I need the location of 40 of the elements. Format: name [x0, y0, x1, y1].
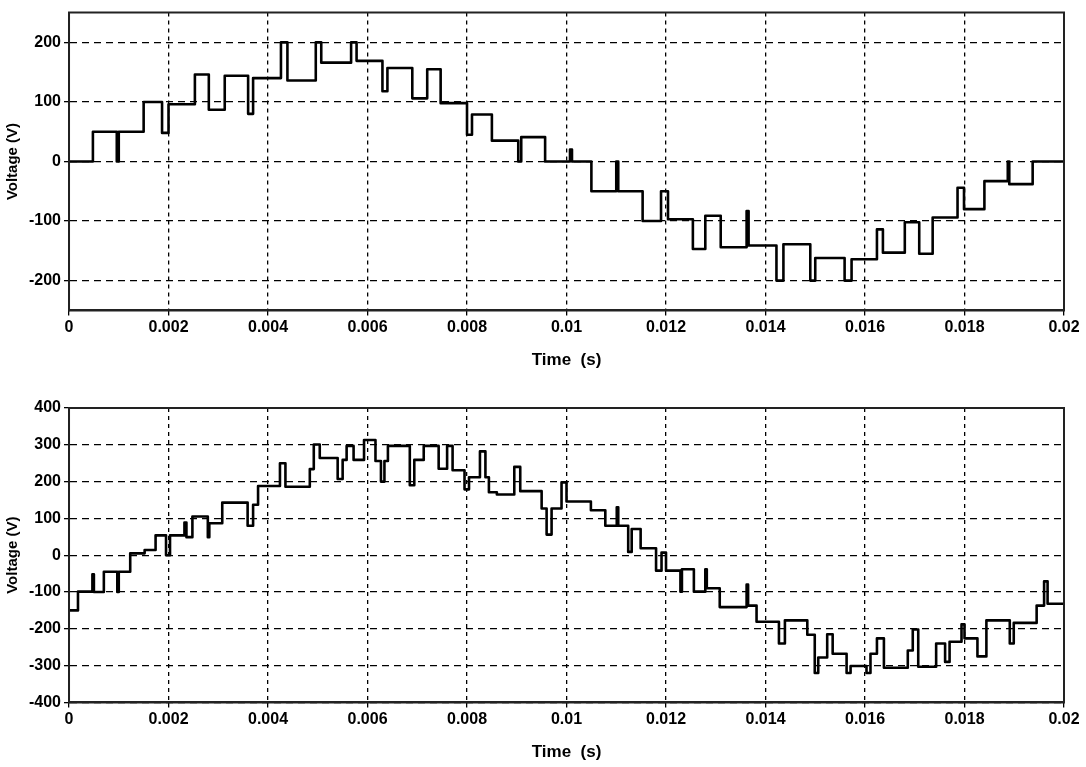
y-tick-label: -100	[28, 211, 62, 229]
y-tick-label: 100	[34, 508, 62, 526]
x-tick-label: 0	[64, 710, 74, 728]
x-tick-label: 0.02	[1048, 318, 1080, 336]
y-tick-label: 400	[34, 398, 62, 416]
x-tick-label: 0.016	[844, 710, 886, 728]
y-axis-title: Voltage (V)	[3, 516, 21, 594]
y-tick-label: 300	[34, 435, 62, 453]
y-tick-label: 200	[34, 472, 62, 490]
x-tick-label: 0.01	[550, 710, 583, 728]
x-tick-label: 0.002	[148, 710, 189, 728]
x-tick-label: 0.018	[944, 710, 985, 728]
x-axis-title: Time (s)	[531, 742, 602, 762]
x-tick-label: 0.02	[1048, 710, 1080, 728]
x-tick-label: 0.018	[944, 318, 985, 336]
x-tick-label: 0.01	[550, 318, 583, 336]
y-tick-label: -300	[28, 656, 62, 674]
x-tick-label: 0.004	[248, 318, 289, 336]
y-tick-label: 200	[34, 32, 62, 50]
x-tick-label: 0.008	[446, 710, 488, 728]
x-tick-label: 0.006	[347, 710, 388, 728]
y-tick-label: 0	[52, 545, 62, 563]
y-tick-label: 0	[52, 151, 62, 169]
x-tick-label: 0.016	[844, 318, 886, 336]
x-tick-label: 0.008	[446, 318, 488, 336]
x-tick-label: 0.012	[645, 710, 687, 728]
x-axis-title: Time (s)	[531, 350, 602, 370]
x-tick-label: 0.002	[148, 318, 189, 336]
x-tick-label: 0.014	[745, 710, 786, 728]
x-tick-label: 0.004	[248, 710, 289, 728]
y-tick-label: -200	[28, 271, 62, 289]
x-tick-label: 0.006	[347, 318, 388, 336]
y-tick-label: -400	[28, 692, 62, 710]
y-tick-label: 100	[34, 92, 62, 110]
x-tick-label: 0.014	[745, 318, 786, 336]
y-tick-label: -100	[28, 582, 62, 600]
y-tick-label: -200	[28, 619, 62, 637]
x-tick-label: 0	[64, 318, 74, 336]
y-axis-title: Voltage (V)	[3, 122, 21, 201]
x-tick-label: 0.012	[645, 318, 687, 336]
